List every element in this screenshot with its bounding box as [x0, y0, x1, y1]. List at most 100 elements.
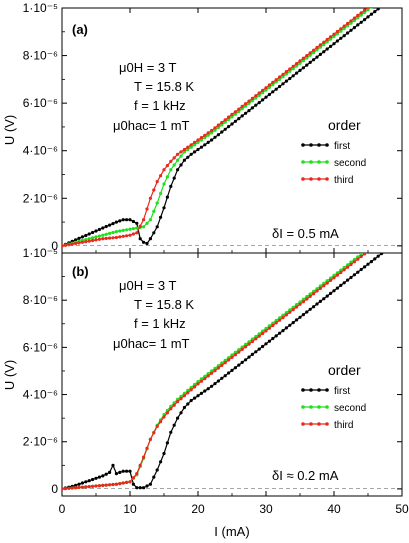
panel-b-point-second: [278, 316, 282, 320]
panel-b-point-second: [223, 358, 227, 362]
panel-a-point-second: [213, 128, 217, 132]
panel-a-point-first: [261, 98, 265, 102]
panel-a-point-second: [349, 21, 353, 25]
panel-b-point-third: [196, 382, 200, 386]
panel-b-point-third: [250, 339, 254, 344]
panel-b-point-first: [165, 441, 169, 445]
panel-a-point-first: [135, 221, 139, 225]
panel-b-point-second: [349, 260, 353, 264]
panel-b-point-first: [169, 430, 173, 434]
panel-a-point-third: [254, 94, 258, 98]
panel-b-point-first: [97, 475, 101, 479]
panel-a-point-third: [155, 180, 159, 184]
panel-b-point-second: [247, 340, 251, 344]
panel-a-point-second: [339, 29, 343, 33]
panel-a-point-first: [104, 224, 108, 229]
panel-b-ytick-label: 4·10⁻⁶: [23, 388, 58, 402]
panel-b-legend-marker-third: [309, 422, 313, 426]
panel-a-point-second: [165, 175, 169, 179]
panel-b-point-first: [237, 363, 241, 367]
panel-b-point-first: [387, 247, 390, 250]
panel-a-point-first: [220, 130, 224, 134]
panel-b-point-third: [322, 284, 326, 288]
panel-a-point-first: [216, 133, 220, 137]
panel-b-point-third: [210, 371, 214, 375]
panel-b-point-second: [383, 234, 386, 237]
panel-b-point-second: [233, 350, 237, 354]
panel-b-legend-marker-first: [309, 388, 313, 392]
panel-a-point-second: [114, 230, 118, 234]
panel-b-point-first: [220, 376, 224, 380]
panel-b-point-first: [233, 366, 237, 370]
panel-a-point-third: [67, 243, 71, 247]
panel-b-point-third: [152, 431, 156, 435]
panel-a-ylabel: U (V): [2, 115, 17, 145]
panel-b-point-first: [329, 291, 333, 295]
panel-b-point-second: [186, 388, 190, 392]
panel-a-point-second: [322, 43, 326, 47]
panel-a-point-second: [315, 48, 319, 52]
panel-a-point-third: [308, 51, 312, 55]
panel-b-point-second: [240, 345, 244, 349]
panel-b-point-third: [298, 302, 302, 306]
panel-b-point-first: [125, 469, 129, 473]
panel-a-point-third: [377, 0, 380, 1]
panel-a-legend-marker-third: [309, 177, 313, 181]
panel-a-point-first: [352, 26, 356, 30]
panel-b-point-first: [84, 480, 88, 484]
panel-a-point-first: [329, 44, 333, 49]
panel-b-point-third: [227, 358, 231, 362]
panel-a-point-first: [145, 241, 149, 246]
panel-a-point-third: [257, 91, 261, 95]
panel-a-point-second: [131, 227, 135, 231]
panel-a-point-second: [377, 0, 380, 3]
panel-a-point-second: [210, 131, 214, 135]
panel-a-point-second: [312, 51, 316, 55]
panel-a-point-third: [206, 131, 210, 135]
panel-b-point-first: [369, 260, 373, 264]
panel-b-point-second: [387, 231, 390, 234]
panel-b-point-first: [145, 484, 149, 488]
panel-b-field: μ0H = 3 T: [119, 278, 177, 293]
panel-b-point-second: [193, 382, 197, 387]
panel-a-point-first: [281, 82, 285, 86]
panel-b-point-first: [356, 270, 360, 274]
panel-a: 0 2·10⁻⁶ 4·10⁻⁶ 6·10⁻⁶ 8·10⁻⁶ 1·10⁻⁵ (a) μ0H …: [2, 0, 403, 254]
panel-b-point-third: [142, 455, 146, 459]
panel-a-point-first: [288, 76, 292, 81]
panel-a-point-first: [114, 220, 118, 224]
panel-b-point-second: [342, 265, 346, 270]
panel-b-frequency: f = 1 kHz: [134, 316, 186, 331]
panel-b-point-second: [373, 242, 376, 245]
panel-a-point-first: [87, 232, 91, 236]
panel-b-point-third: [70, 486, 74, 490]
panel-a-label: (a): [72, 22, 88, 37]
panel-b-point-first: [152, 475, 156, 479]
panel-a-point-third: [182, 147, 186, 152]
panel-b-point-second: [298, 300, 302, 304]
panel-b-point-second: [329, 276, 333, 280]
panel-a-legend-marker-first: [301, 143, 305, 147]
panel-b-point-first: [295, 318, 299, 322]
panel-b-plot-area: [62, 231, 390, 491]
panel-a-point-first: [250, 106, 254, 110]
panel-b-point-third: [148, 437, 152, 441]
panel-a-point-third: [301, 56, 305, 60]
panel-a-point-second: [291, 67, 295, 71]
panel-b-point-first: [281, 329, 285, 333]
panel-a-point-first: [271, 90, 275, 94]
panel-a-point-second: [346, 24, 350, 28]
panel-b-point-third: [108, 483, 112, 487]
panel-a-point-second: [203, 136, 207, 140]
panel-a-point-first: [339, 36, 343, 40]
panel-a-legend-marker-third: [325, 177, 329, 181]
panel-a-point-third: [210, 128, 214, 133]
panel-b-point-first: [301, 313, 305, 317]
panel-a-point-second: [370, 8, 373, 9]
panel-a-point-third: [237, 107, 241, 111]
panel-a-point-third: [108, 236, 112, 240]
panel-a-point-second: [278, 77, 282, 81]
panel-a-point-third: [63, 243, 67, 247]
panel-a-point-third: [216, 123, 220, 127]
